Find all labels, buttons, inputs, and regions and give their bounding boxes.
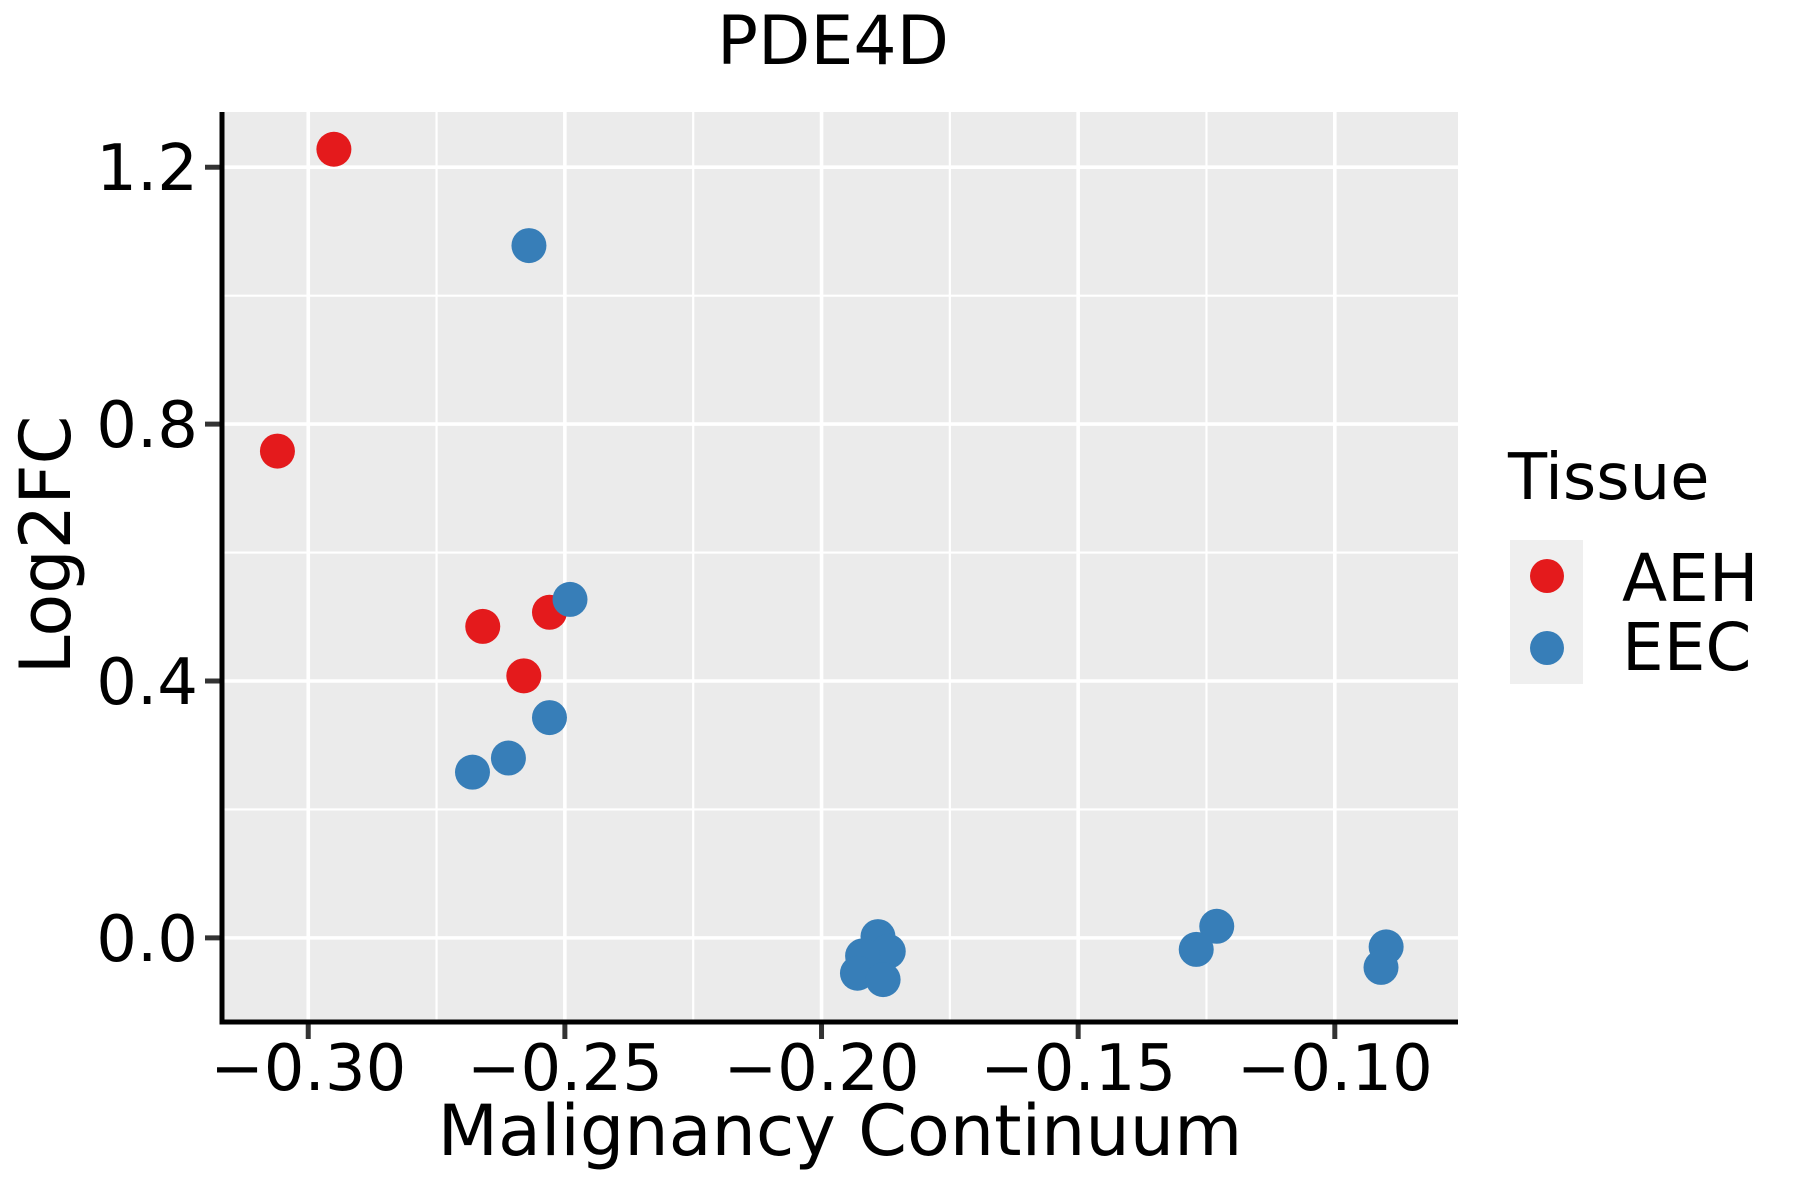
y-tick-label: 0.4 <box>96 646 198 720</box>
data-point-aeh <box>316 131 352 167</box>
data-point-eec <box>1363 949 1399 985</box>
data-point-eec <box>511 228 547 264</box>
y-tick-label: 0.0 <box>96 903 198 977</box>
data-point-aeh <box>465 608 501 644</box>
y-tick-label: 0.8 <box>96 389 198 463</box>
x-tick-label: −0.10 <box>1237 1032 1433 1106</box>
data-point-eec <box>1178 931 1214 967</box>
legend-key-eec <box>1510 612 1583 684</box>
plot-panel <box>222 112 1458 1022</box>
data-point-eec <box>531 700 567 736</box>
data-point-eec <box>552 581 588 617</box>
legend-label-eec: EEC <box>1622 609 1752 686</box>
y-axis-title: Log2FC <box>5 415 87 675</box>
legend-title: Tissue <box>1508 441 1710 515</box>
x-tick-label: −0.25 <box>467 1032 663 1106</box>
x-axis-title: Malignancy Continuum <box>437 1090 1243 1172</box>
eec-point-icon <box>1529 631 1564 665</box>
x-tick-label: −0.30 <box>210 1032 406 1106</box>
data-point-eec <box>490 740 526 776</box>
data-point-eec <box>865 962 901 998</box>
data-point-aeh <box>506 658 542 694</box>
data-point-aeh <box>259 433 295 469</box>
legend-label-aeh: AEH <box>1622 540 1759 617</box>
x-tick-label: −0.20 <box>723 1032 919 1106</box>
aeh-point-icon <box>1529 559 1564 593</box>
data-point-eec <box>1199 908 1235 944</box>
y-tick-label: 1.2 <box>96 132 198 206</box>
data-point-eec <box>454 754 490 790</box>
x-tick-label: −0.15 <box>980 1032 1176 1106</box>
legend-key-aeh <box>1510 540 1583 612</box>
plot-title: PDE4D <box>717 2 949 81</box>
